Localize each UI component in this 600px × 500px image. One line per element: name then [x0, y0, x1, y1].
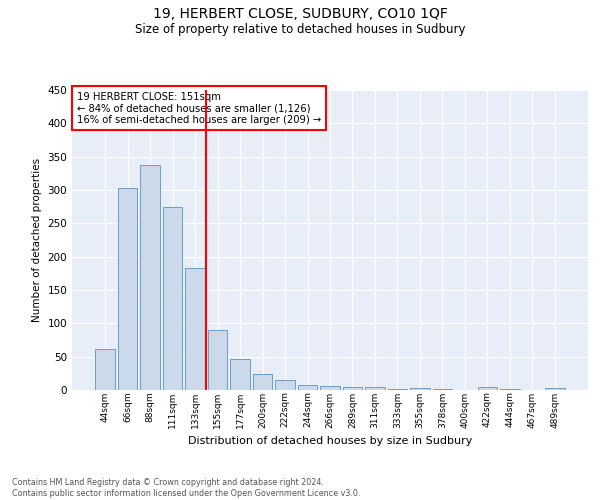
- Bar: [230, 360, 250, 390]
- Text: 19, HERBERT CLOSE, SUDBURY, CO10 1QF: 19, HERBERT CLOSE, SUDBURY, CO10 1QF: [152, 8, 448, 22]
- Bar: [185, 268, 205, 390]
- Text: Size of property relative to detached houses in Sudbury: Size of property relative to detached ho…: [135, 22, 465, 36]
- Bar: [118, 188, 137, 390]
- Bar: [388, 388, 407, 390]
- Bar: [298, 386, 317, 390]
- Bar: [140, 166, 160, 390]
- Bar: [163, 208, 182, 390]
- Bar: [95, 350, 115, 390]
- Bar: [320, 386, 340, 390]
- Bar: [253, 374, 272, 390]
- X-axis label: Distribution of detached houses by size in Sudbury: Distribution of detached houses by size …: [188, 436, 472, 446]
- Text: Contains HM Land Registry data © Crown copyright and database right 2024.
Contai: Contains HM Land Registry data © Crown c…: [12, 478, 361, 498]
- Y-axis label: Number of detached properties: Number of detached properties: [32, 158, 42, 322]
- Bar: [275, 380, 295, 390]
- Bar: [208, 330, 227, 390]
- Text: 19 HERBERT CLOSE: 151sqm
← 84% of detached houses are smaller (1,126)
16% of sem: 19 HERBERT CLOSE: 151sqm ← 84% of detach…: [77, 92, 322, 124]
- Bar: [343, 388, 362, 390]
- Bar: [365, 388, 385, 390]
- Bar: [410, 388, 430, 390]
- Bar: [478, 388, 497, 390]
- Bar: [545, 388, 565, 390]
